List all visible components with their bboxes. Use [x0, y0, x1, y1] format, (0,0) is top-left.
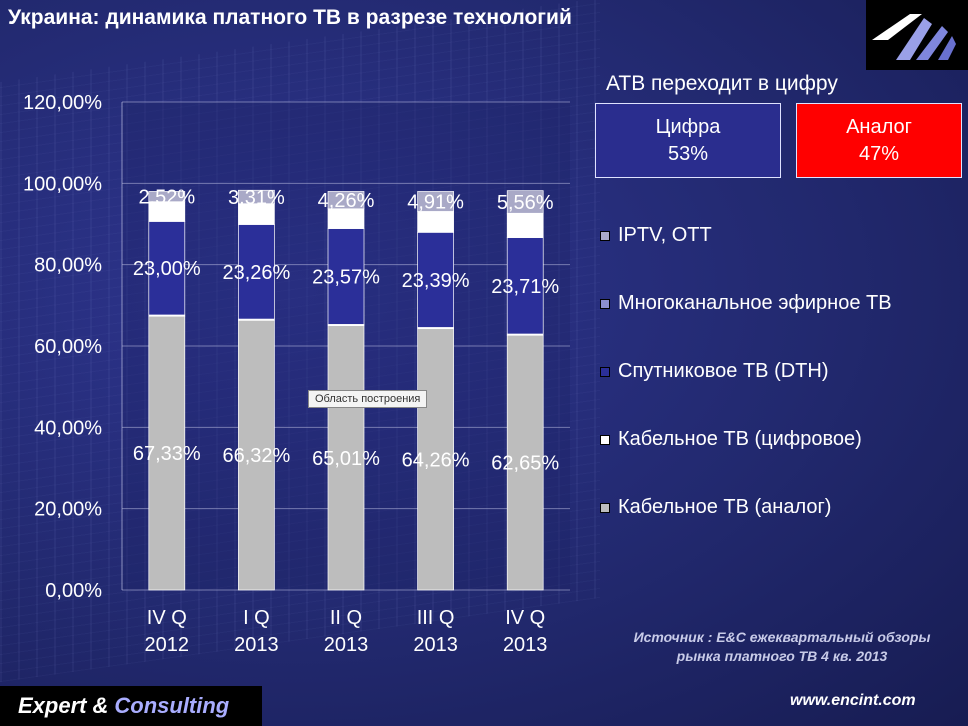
- data-label: 23,57%: [312, 266, 380, 288]
- legend-swatch: [600, 434, 610, 445]
- brand-ampersand: &: [92, 693, 109, 718]
- bar-segment: [327, 325, 365, 591]
- plot-area-tooltip: Область построения: [308, 390, 428, 408]
- data-label: 2,52%: [138, 187, 195, 209]
- bar-segment: [417, 191, 454, 212]
- data-label: 67,33%: [133, 443, 201, 465]
- logo-mark-icon: [872, 14, 956, 60]
- bar-segment: [506, 190, 544, 214]
- x-tick-label: 2013: [324, 634, 369, 656]
- data-label: 4,91%: [407, 191, 464, 213]
- data-label: 5,56%: [497, 192, 554, 214]
- source-note: Источник : E&C ежеквартальный обзоры рын…: [596, 628, 968, 666]
- y-tick-label: 60,00%: [34, 336, 102, 358]
- analog-share-box: Аналог 47%: [796, 103, 962, 178]
- brand-consulting: Consulting: [114, 693, 230, 718]
- digital-value: 53%: [667, 142, 709, 165]
- bar-segment: [148, 315, 186, 591]
- bar-segment: [148, 191, 186, 203]
- legend-item-terrestrial: Многоканальное эфирное ТВ: [600, 292, 892, 315]
- bar-segment: [417, 211, 454, 233]
- analog-label: Аналог: [846, 115, 912, 138]
- bar-segment: [148, 221, 186, 316]
- analog-value: 47%: [858, 142, 900, 165]
- data-label: 23,00%: [133, 258, 201, 280]
- legend-item-satellite: Спутниковое ТВ (DTH): [600, 360, 829, 383]
- callout-title: АТВ переходит в цифру: [606, 72, 838, 95]
- x-tick-label: 2013: [413, 634, 458, 656]
- data-label: 23,71%: [491, 276, 559, 298]
- bar-segment: [327, 228, 365, 325]
- x-tick-label: II Q: [330, 607, 362, 629]
- data-label: 23,39%: [402, 270, 470, 292]
- x-tick-label: I Q: [243, 607, 270, 629]
- legend-label: Спутниковое ТВ (DTH): [618, 360, 829, 382]
- x-tick-label: IV Q: [505, 607, 545, 629]
- bar-segment: [506, 212, 544, 238]
- bar-segment: [327, 191, 365, 210]
- legend-swatch: [600, 502, 610, 513]
- logo: [866, 0, 968, 70]
- data-label: 65,01%: [312, 448, 380, 470]
- source-line-2: рынка платного ТВ 4 кв. 2013: [676, 648, 888, 664]
- y-tick-label: 40,00%: [34, 417, 102, 439]
- data-label: 23,26%: [222, 262, 290, 284]
- data-label: 3,31%: [228, 187, 285, 209]
- legend-label: Многоканальное эфирное ТВ: [618, 292, 892, 314]
- y-tick-label: 120,00%: [23, 92, 102, 114]
- y-tick-label: 20,00%: [34, 499, 102, 521]
- y-tick-label: 0,00%: [45, 580, 102, 602]
- page-title: Украина: динамика платного ТВ в разрезе …: [8, 6, 572, 29]
- x-tick-label: 2013: [234, 634, 279, 656]
- x-tick-label: 2013: [503, 634, 548, 656]
- legend-swatch: [600, 230, 610, 241]
- data-label: 64,26%: [402, 449, 470, 471]
- legend-swatch: [600, 366, 610, 377]
- x-tick-label: 2012: [145, 634, 190, 656]
- legend-label: Кабельное ТВ (цифровое): [618, 428, 862, 450]
- y-tick-label: 80,00%: [34, 255, 102, 277]
- source-line-1: Источник : E&C ежеквартальный обзоры: [633, 629, 931, 645]
- legend-label: Кабельное ТВ (аналог): [618, 496, 832, 518]
- bar-segment: [238, 189, 275, 205]
- bar-segment: [238, 224, 275, 320]
- legend-swatch: [600, 298, 610, 309]
- legend-item-cable-digital: Кабельное ТВ (цифровое): [600, 428, 862, 451]
- x-tick-label: III Q: [417, 607, 455, 629]
- digital-label: Цифра: [655, 115, 721, 138]
- y-tick-label: 100,00%: [23, 173, 102, 195]
- data-label: 4,26%: [318, 190, 375, 212]
- bar-segment: [417, 231, 454, 328]
- bar-segment: [417, 328, 454, 591]
- x-tick-label: IV Q: [147, 607, 187, 629]
- data-label: 62,65%: [491, 453, 559, 475]
- legend-item-iptv: IPTV, OTT: [600, 224, 712, 247]
- brand-bar: Expert & Consulting: [0, 686, 262, 726]
- data-label: 66,32%: [222, 445, 290, 467]
- brand-expert: Expert: [18, 693, 87, 718]
- website-link[interactable]: www.encint.com: [790, 692, 916, 709]
- legend-label: IPTV, OTT: [618, 224, 712, 246]
- digital-share-box: Цифра 53%: [595, 103, 781, 178]
- bar-segment: [238, 319, 275, 591]
- legend-item-cable-analog: Кабельное ТВ (аналог): [600, 496, 831, 519]
